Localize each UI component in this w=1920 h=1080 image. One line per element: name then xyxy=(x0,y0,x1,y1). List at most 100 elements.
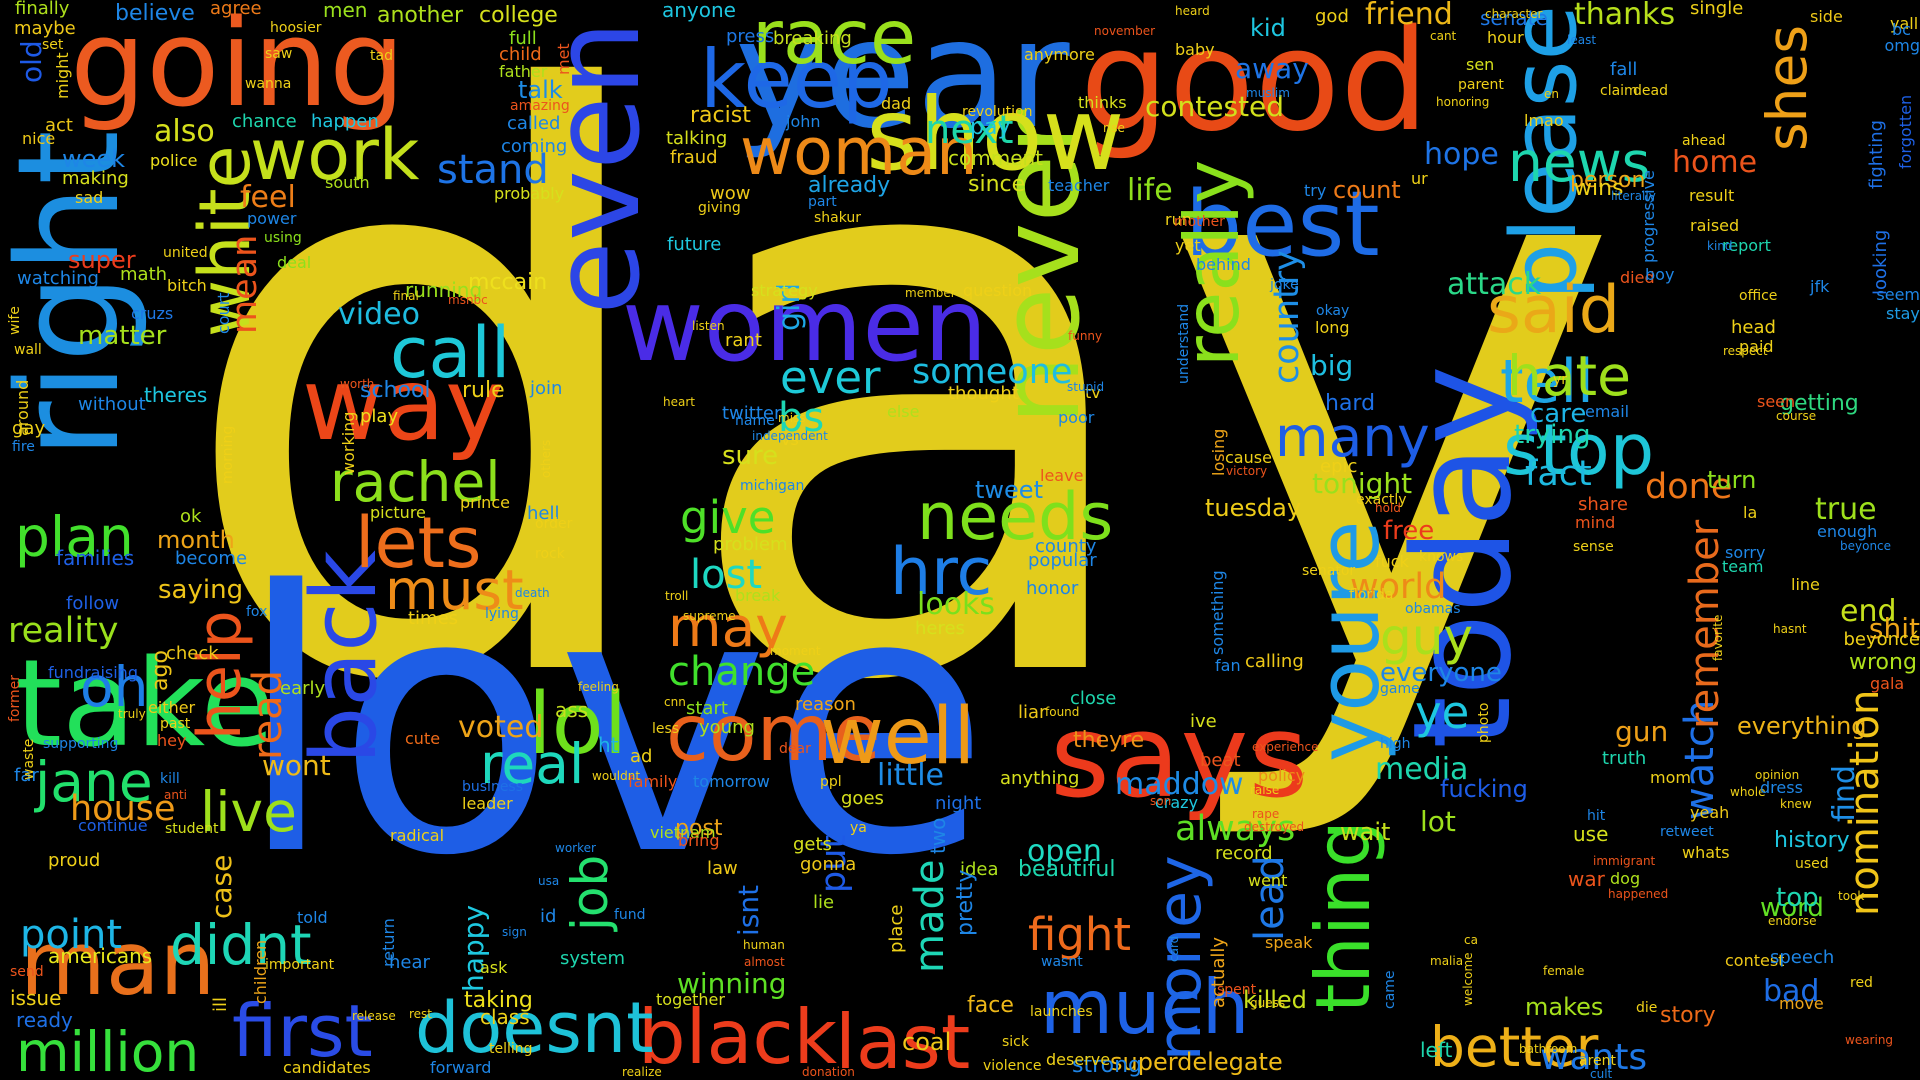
cloud-word: always xyxy=(1175,809,1296,849)
cloud-word: sorry xyxy=(1725,543,1766,562)
cloud-word: care xyxy=(1530,399,1587,429)
cloud-word: epic xyxy=(1320,456,1358,477)
cloud-word: finally xyxy=(15,0,70,19)
cloud-word: bathroom xyxy=(1519,1042,1578,1056)
cloud-word: death xyxy=(515,586,550,600)
cloud-word: job xyxy=(561,854,619,931)
cloud-word: wants xyxy=(1540,1037,1648,1078)
cloud-word: exactly xyxy=(1356,492,1407,508)
cloud-word: working xyxy=(339,411,358,475)
cloud-word: everything xyxy=(1737,712,1867,740)
cloud-word: report xyxy=(1722,236,1771,255)
cloud-word: work xyxy=(250,114,420,196)
cloud-word: used xyxy=(1795,856,1829,872)
cloud-word: ahead xyxy=(1682,133,1726,149)
cloud-word: week xyxy=(62,145,126,173)
cloud-word: jane xyxy=(35,750,153,814)
cloud-word: needs xyxy=(917,480,1114,555)
cloud-word: heres xyxy=(915,618,965,639)
cloud-word: open xyxy=(1027,834,1102,869)
cloud-word: enough xyxy=(1817,522,1878,541)
cloud-word: didnt xyxy=(170,913,312,977)
cloud-word: violence xyxy=(983,1058,1042,1074)
cloud-word: media xyxy=(1375,752,1469,787)
cloud-word: sen xyxy=(1466,55,1495,74)
cloud-word: end xyxy=(1840,594,1897,629)
cloud-word: attack xyxy=(1447,267,1542,302)
cloud-word: fucking xyxy=(1440,775,1528,803)
cloud-word: member xyxy=(905,286,956,300)
cloud-word: question xyxy=(963,281,1033,300)
cloud-word: fighting xyxy=(1866,119,1887,189)
cloud-word: result xyxy=(1689,186,1735,205)
cloud-word: dad xyxy=(881,94,912,113)
cloud-word: either xyxy=(148,698,196,717)
cloud-word: keep xyxy=(700,33,893,126)
cloud-word: video xyxy=(338,297,420,332)
cloud-word: ready xyxy=(16,1008,73,1032)
cloud-word: find xyxy=(1827,765,1862,822)
cloud-word: house xyxy=(70,789,176,829)
cloud-word: turn xyxy=(1707,466,1757,494)
cloud-word: way xyxy=(302,346,505,463)
cloud-word: cute xyxy=(405,729,441,748)
cloud-word: teacher xyxy=(1048,176,1110,195)
cloud-word: country xyxy=(1267,250,1307,384)
cloud-word: top xyxy=(1776,883,1819,913)
cloud-word: close xyxy=(1070,688,1117,709)
cloud-word: stay xyxy=(1886,304,1920,323)
cloud-word: wall xyxy=(14,342,42,358)
cloud-word: release xyxy=(352,1009,396,1023)
cloud-word: experience xyxy=(1252,740,1319,754)
cloud-word: supreme xyxy=(683,609,736,623)
cloud-word: losing xyxy=(1209,428,1228,476)
cloud-word: beautiful xyxy=(1018,857,1116,882)
cloud-word: honor xyxy=(1026,578,1079,599)
cloud-word: news xyxy=(1508,130,1651,194)
cloud-word: far xyxy=(14,765,39,786)
cloud-word: launches xyxy=(1030,1004,1093,1020)
cloud-word: wanna xyxy=(245,76,292,92)
cloud-word: leader xyxy=(462,794,513,813)
cloud-word: almost xyxy=(744,955,785,969)
cloud-word: card xyxy=(1167,935,1181,962)
cloud-word: theyre xyxy=(1073,728,1145,753)
cloud-word: obamas xyxy=(1405,601,1461,617)
cloud-word: miss xyxy=(778,411,806,425)
cloud-word: full xyxy=(509,28,537,49)
cloud-word: endorse xyxy=(1768,914,1817,928)
cloud-word: getting xyxy=(1780,391,1859,416)
cloud-word: year xyxy=(735,0,1070,162)
cloud-word: deal xyxy=(277,253,312,272)
cloud-word: feel xyxy=(240,180,296,215)
cloud-word: liar xyxy=(1018,702,1047,723)
cloud-word: strong xyxy=(1072,1053,1143,1078)
cloud-word: welcome xyxy=(1461,952,1475,1006)
cloud-word: hrc xyxy=(890,535,993,610)
cloud-word: mind xyxy=(1575,513,1616,532)
cloud-word: wait xyxy=(1340,818,1391,846)
cloud-word: female xyxy=(1543,964,1585,978)
cloud-word: another xyxy=(377,3,464,28)
cloud-word: tonight xyxy=(1312,467,1413,500)
cloud-word: history xyxy=(1774,828,1850,853)
cloud-word: place xyxy=(886,904,907,953)
cloud-word: day xyxy=(172,0,1626,854)
cloud-word: others xyxy=(539,439,553,478)
cloud-word: happy xyxy=(457,904,490,992)
cloud-word: took xyxy=(1838,889,1865,903)
cloud-word: fall xyxy=(1610,59,1638,80)
cloud-word: told xyxy=(297,908,328,927)
cloud-word: super xyxy=(68,246,136,274)
cloud-word: thing xyxy=(1299,820,1387,1013)
cloud-word: already xyxy=(808,173,891,198)
cloud-word: break xyxy=(735,586,781,605)
cloud-word: isnt xyxy=(732,884,765,936)
cloud-word: since xyxy=(968,172,1026,197)
cloud-word: mother xyxy=(1174,214,1225,230)
cloud-word: black xyxy=(638,993,838,1080)
cloud-word: little xyxy=(877,758,944,793)
cloud-word: yr xyxy=(1553,372,1568,388)
cloud-word: home xyxy=(1672,145,1758,180)
cloud-word: women xyxy=(622,267,988,384)
